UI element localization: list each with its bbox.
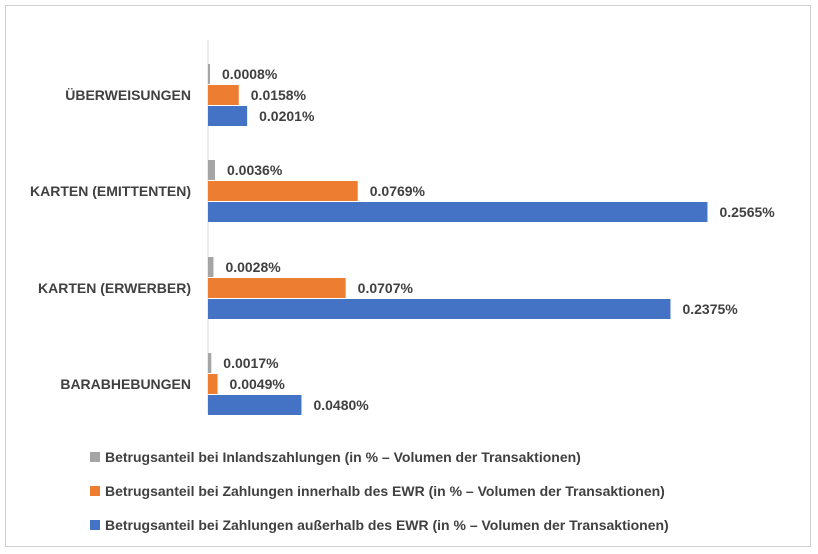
- bar: [208, 181, 358, 201]
- bar: [208, 278, 346, 298]
- legend-swatch-inland: [90, 452, 100, 462]
- legend-swatch-ewr: [90, 486, 100, 496]
- data-label: 0.0028%: [225, 259, 281, 275]
- bar: [208, 64, 210, 84]
- data-label: 0.0017%: [223, 355, 279, 371]
- data-label: 0.0049%: [230, 376, 286, 392]
- bar: [208, 202, 708, 222]
- bar: [208, 257, 214, 277]
- legend-label-inland: Betrugsanteil bei Inlandszahlungen (in %…: [105, 449, 581, 465]
- category-label: KARTEN (EMITTENTEN): [30, 183, 191, 199]
- data-label: 0.0769%: [370, 183, 426, 199]
- bar: [208, 85, 239, 105]
- bar: [208, 353, 212, 373]
- data-label: 0.0707%: [358, 280, 414, 296]
- bar: [208, 395, 302, 415]
- data-label: 0.2375%: [682, 301, 738, 317]
- chart-legend: Betrugsanteil bei Inlandszahlungen (in %…: [90, 440, 669, 542]
- data-label: 0.2565%: [719, 204, 775, 220]
- bar-chart: ÜBERWEISUNGEN 0.0008% 0.0158% 0.0201% KARTEN…: [30, 40, 775, 415]
- bar: [208, 374, 218, 394]
- legend-swatch-non-ewr: [90, 520, 100, 530]
- legend-item-ewr: Betrugsanteil bei Zahlungen innerhalb de…: [90, 474, 669, 508]
- data-label: 0.0201%: [259, 108, 315, 124]
- data-label: 0.0480%: [313, 397, 369, 413]
- data-label: 0.0158%: [251, 87, 307, 103]
- legend-label-non-ewr: Betrugsanteil bei Zahlungen außerhalb de…: [105, 517, 669, 533]
- data-label: 0.0008%: [222, 66, 278, 82]
- legend-item-inland: Betrugsanteil bei Inlandszahlungen (in %…: [90, 440, 669, 474]
- category-label: ÜBERWEISUNGEN: [65, 87, 191, 103]
- chart-frame: [5, 5, 811, 547]
- legend-label-ewr: Betrugsanteil bei Zahlungen innerhalb de…: [105, 483, 665, 499]
- bar: [208, 299, 671, 319]
- category-label: BARABHEBUNGEN: [60, 376, 191, 392]
- bar: [208, 160, 216, 180]
- category-label: KARTEN (ERWERBER): [38, 280, 191, 296]
- data-label: 0.0036%: [227, 162, 283, 178]
- bar: [208, 106, 248, 126]
- legend-item-non-ewr: Betrugsanteil bei Zahlungen außerhalb de…: [90, 508, 669, 542]
